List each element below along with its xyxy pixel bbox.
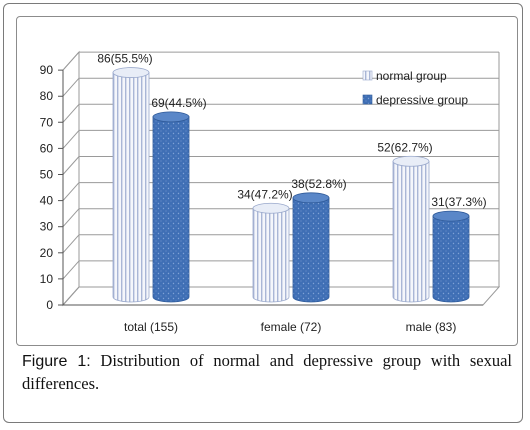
legend-swatch-depressive [362,94,373,105]
y-tick-label: 20 [40,246,54,260]
left-wall [62,50,80,307]
figure-caption: Figure 1: Distribution of normal and dep… [22,350,512,395]
bar-body-depressive [152,116,190,303]
data-label-normal: 34(47.2%) [237,187,292,201]
category-label: female (72) [261,320,322,334]
gridline-slant [62,260,80,280]
bar-depressive-0 [152,111,190,303]
data-label-depressive: 31(37.3%) [431,195,486,209]
bar-top-depressive [432,210,470,222]
category-label: male (83) [406,320,457,334]
data-label-depressive: 69(44.5%) [151,96,206,110]
bar-body-normal [112,72,150,303]
y-tick-label: 40 [40,194,54,208]
bar-top-normal [112,67,150,78]
gridline-slant [62,208,80,228]
data-label-normal: 86(55.5%) [97,52,152,66]
bar-body-normal [392,160,430,303]
y-tick-label: 80 [40,89,54,103]
y-tick-label: 70 [40,115,54,129]
y-tick-label: 50 [40,168,54,182]
y-tick-label: 30 [40,220,54,234]
bar-normal-0 [112,67,150,303]
figure-frame: 0 10 20 30 40 50 60 70 80 90 86(55.5%) 69(44.5%) tot… [3,3,523,423]
bar-top-normal [252,202,290,214]
legend-label-normal: normal group [376,69,447,83]
gridline-slant [62,130,80,149]
gridline-slant [62,156,80,175]
bar-depressive-2 [432,210,470,303]
caption-label: Figure 1: [22,353,91,370]
y-tick-label: 10 [40,272,54,286]
y-tick-label: 60 [40,141,54,155]
data-label-depressive: 38(52.8%) [291,177,346,191]
bar-body-normal [252,207,290,303]
category-label: total (155) [124,320,178,334]
bar-top-depressive [152,111,190,123]
bar-normal-2 [392,155,430,303]
y-tick-label: 0 [46,298,53,312]
gridline-slant [62,286,80,306]
data-label-normal: 52(62.7%) [377,140,432,154]
y-tick-label: 90 [40,63,54,77]
legend-swatch-normal [362,70,373,81]
bar-depressive-1 [292,192,330,303]
gridline-slant [62,77,80,97]
caption-text: Distribution of normal and depressive gr… [22,351,512,393]
bar-normal-1 [252,202,290,303]
gridline-slant [62,103,80,123]
gridline-slant [62,51,80,71]
gridline-slant [62,182,80,201]
bar-body-depressive [432,215,470,303]
chart-container: 0 10 20 30 40 50 60 70 80 90 86(55.5%) 69(44.5%) tot… [16,16,518,346]
gridline-slant [62,234,80,254]
bar-top-normal [392,155,430,167]
legend-label-depressive: depressive group [376,93,468,107]
bar-top-depressive [292,192,330,204]
bar-body-depressive [292,197,330,303]
bar-chart: 0 10 20 30 40 50 60 70 80 90 86(55.5%) 69(44.5%) tot… [40,50,501,334]
